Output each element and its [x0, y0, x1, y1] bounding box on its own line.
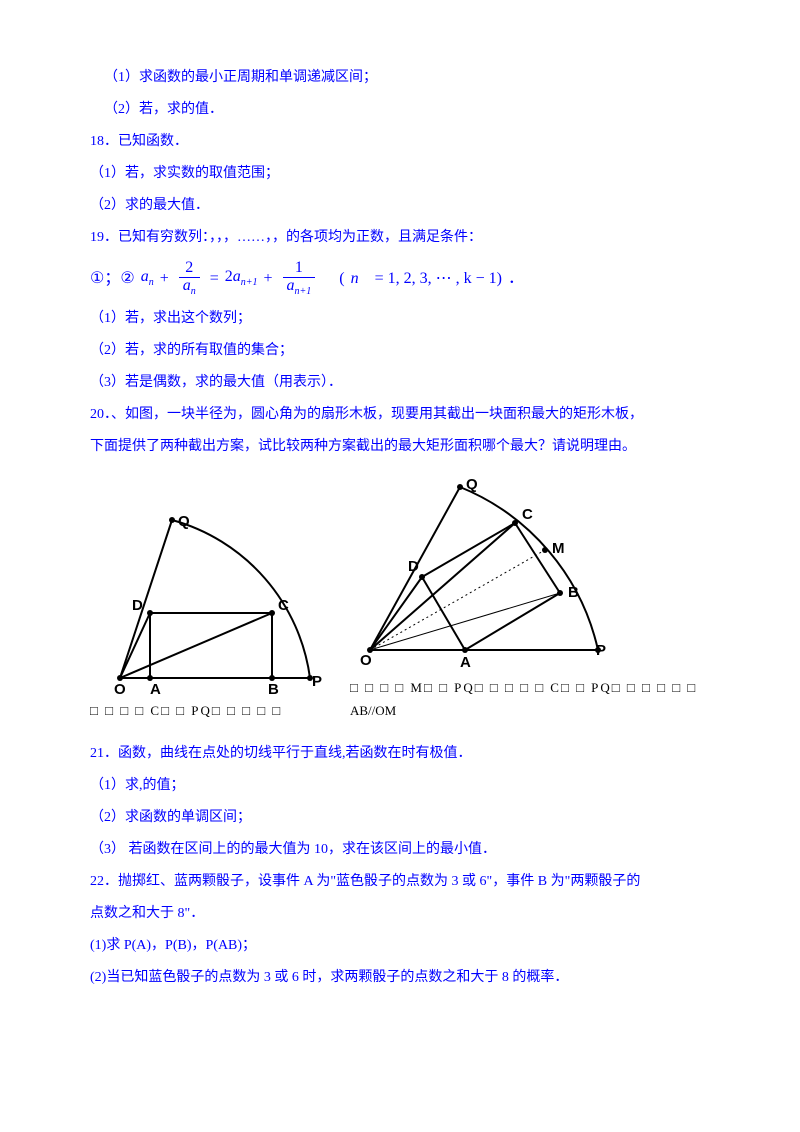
- q20-b: 下面提供了两种截出方案，试比较两种方案截出的最大矩形面积哪个最大？请说明理由。: [90, 433, 710, 461]
- formula-prefix: ①；②: [90, 271, 135, 287]
- label2-O: O: [360, 652, 372, 669]
- figure-1: O A B P C D Q □ □ □ □ C□ □ PQ□ □ □ □ □: [90, 508, 330, 720]
- formula-frac1: 2 an: [179, 260, 200, 297]
- formula-plus2: +: [264, 271, 273, 287]
- q18-1: （1）若，求实数的取值范围；: [90, 160, 710, 188]
- formula-plus1: +: [160, 271, 169, 287]
- q22-2: (2)当已知蓝色骰子的点数为 3 或 6 时，求两颗骰子的点数之和大于 8 的概…: [90, 964, 710, 992]
- q19-1: （1）若，求出这个数列；: [90, 305, 710, 333]
- formula-open: (: [339, 271, 344, 287]
- label2-D: D: [408, 558, 419, 575]
- formula-n: n: [351, 271, 359, 287]
- formula-an: an: [141, 269, 154, 288]
- formula-2an1: 2an+1: [225, 269, 258, 288]
- formula-eq: =: [210, 271, 219, 287]
- label2-B: B: [568, 584, 579, 601]
- figure-1-caption: □ □ □ □ C□ □ PQ□ □ □ □ □: [90, 702, 330, 720]
- q17-2: （2）若，求的值．: [90, 96, 710, 124]
- label2-Q: Q: [466, 476, 478, 493]
- q18: 18．已知函数．: [90, 128, 710, 156]
- label-C: C: [278, 597, 289, 614]
- figure-2-caption-1: □ □ □ □ M□ □ PQ□ □ □ □ □ C□ □ PQ□ □ □ □ …: [350, 679, 697, 697]
- q22-1: (1)求 P(A)，P(B)，P(AB)；: [90, 932, 710, 960]
- label-D: D: [132, 597, 143, 614]
- formula-dot: ．: [508, 271, 524, 287]
- formula-seq: = 1, 2, 3, ⋯ , k − 1): [375, 271, 502, 287]
- q19-3: （3）若是偶数，求的最大值（用表示）．: [90, 369, 710, 397]
- label-A: A: [150, 681, 161, 698]
- q21: 21．函数，曲线在点处的切线平行于直线,若函数在时有极值．: [90, 740, 710, 768]
- label2-M: M: [552, 540, 565, 557]
- q19-formula: ①；② an + 2 an = 2an+1 + 1 an+1 ( n = 1, …: [90, 260, 710, 297]
- label-Q: Q: [178, 513, 190, 530]
- figure-2-caption-2: AB//OM: [350, 702, 697, 720]
- q21-3: （3） 若函数在区间上的的最大值为 10，求在该区间上的最小值．: [90, 836, 710, 864]
- formula-frac2: 1 an+1: [283, 260, 316, 297]
- label2-A: A: [460, 654, 471, 671]
- q18-2: （2）求的最大值．: [90, 192, 710, 220]
- figure-2: O A P B C D Q M □ □ □ □ M□ □ PQ□ □ □ □ □…: [350, 475, 697, 719]
- q21-2: （2）求函数的单调区间；: [90, 804, 710, 832]
- q22-a: 22．抛掷红、蓝两颗骰子，设事件 A 为"蓝色骰子的点数为 3 或 6"，事件 …: [90, 868, 710, 896]
- label-O: O: [114, 681, 126, 698]
- label-P: P: [312, 673, 322, 690]
- q22-b: 点数之和大于 8"．: [90, 900, 710, 928]
- label2-P: P: [596, 642, 606, 659]
- label2-C: C: [522, 506, 533, 523]
- q20-a: 20．、如图，一块半径为，圆心角为的扇形木板，现要用其截出一块面积最大的矩形木板…: [90, 401, 710, 429]
- figures: O A B P C D Q □ □ □ □ C□ □ PQ□ □ □ □ □: [90, 475, 710, 719]
- q17-1: （1）求函数的最小正周期和单调递减区间；: [90, 64, 710, 92]
- label-B: B: [268, 681, 279, 698]
- q21-1: （1）求,的值；: [90, 772, 710, 800]
- q19: 19．已知有穷数列：，，，……，，的各项均为正数，且满足条件：: [90, 224, 710, 252]
- q19-2: （2）若，求的所有取值的集合；: [90, 337, 710, 365]
